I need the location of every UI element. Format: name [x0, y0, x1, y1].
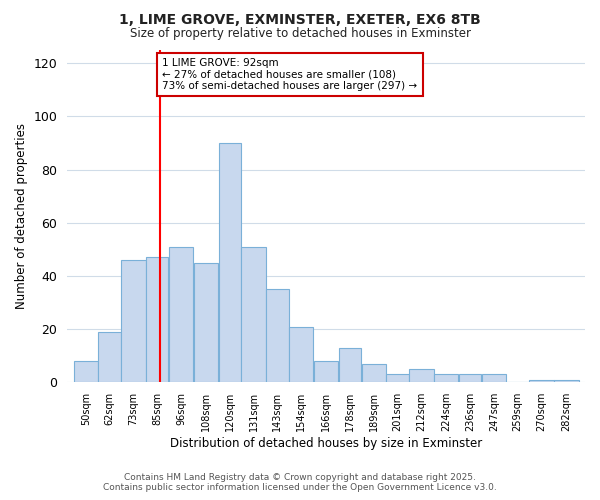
Bar — [339, 348, 361, 382]
Bar — [169, 246, 193, 382]
Bar — [266, 290, 289, 382]
Bar — [314, 361, 338, 382]
Bar — [529, 380, 554, 382]
Bar — [362, 364, 386, 382]
Bar — [218, 143, 241, 382]
Text: Contains HM Land Registry data © Crown copyright and database right 2025.
Contai: Contains HM Land Registry data © Crown c… — [103, 473, 497, 492]
Bar — [98, 332, 121, 382]
Bar — [409, 369, 434, 382]
Bar — [241, 246, 266, 382]
Bar — [121, 260, 146, 382]
Y-axis label: Number of detached properties: Number of detached properties — [15, 123, 28, 309]
Bar — [386, 374, 409, 382]
Text: Size of property relative to detached houses in Exminster: Size of property relative to detached ho… — [130, 28, 470, 40]
X-axis label: Distribution of detached houses by size in Exminster: Distribution of detached houses by size … — [170, 437, 482, 450]
Text: 1, LIME GROVE, EXMINSTER, EXETER, EX6 8TB: 1, LIME GROVE, EXMINSTER, EXETER, EX6 8T… — [119, 12, 481, 26]
Bar — [289, 326, 313, 382]
Bar — [434, 374, 458, 382]
Bar — [482, 374, 506, 382]
Bar — [146, 258, 169, 382]
Bar — [74, 361, 98, 382]
Bar — [194, 262, 218, 382]
Bar — [554, 380, 578, 382]
Bar — [459, 374, 481, 382]
Text: 1 LIME GROVE: 92sqm
← 27% of detached houses are smaller (108)
73% of semi-detac: 1 LIME GROVE: 92sqm ← 27% of detached ho… — [163, 58, 418, 91]
